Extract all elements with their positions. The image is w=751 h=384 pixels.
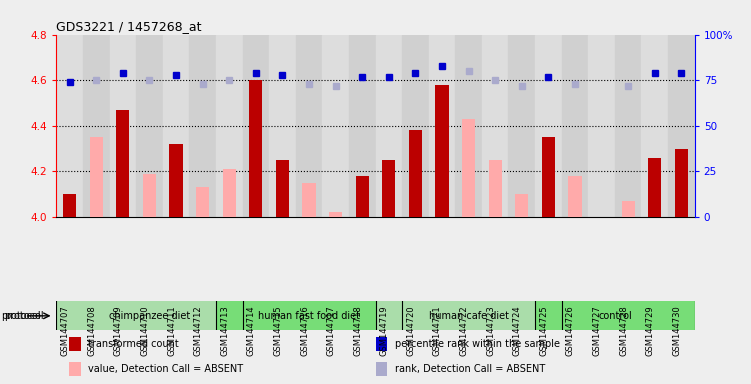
Text: GSM144723: GSM144723 xyxy=(486,306,495,356)
Bar xyxy=(588,35,615,217)
Bar xyxy=(196,187,210,217)
Bar xyxy=(170,144,182,217)
Bar xyxy=(143,174,156,217)
Text: transformed count: transformed count xyxy=(89,339,179,349)
Bar xyxy=(249,80,262,217)
Text: human fast food diet: human fast food diet xyxy=(258,311,360,321)
Text: GSM144730: GSM144730 xyxy=(672,306,681,356)
Bar xyxy=(674,149,688,217)
Text: GSM144729: GSM144729 xyxy=(646,306,655,356)
Bar xyxy=(376,362,387,376)
Text: protocol: protocol xyxy=(1,311,41,321)
Bar xyxy=(269,35,296,217)
Text: GSM144717: GSM144717 xyxy=(327,306,336,356)
Text: human cafe diet: human cafe diet xyxy=(429,311,508,321)
Bar xyxy=(136,35,163,217)
Bar xyxy=(508,35,535,217)
Bar xyxy=(296,35,322,217)
Text: GSM144712: GSM144712 xyxy=(194,306,203,356)
Bar xyxy=(349,35,376,217)
Bar xyxy=(455,35,482,217)
Text: GSM144728: GSM144728 xyxy=(619,306,628,356)
Text: GSM144708: GSM144708 xyxy=(87,306,96,356)
Bar xyxy=(243,35,269,217)
Bar xyxy=(535,35,562,217)
Text: GSM144721: GSM144721 xyxy=(433,306,442,356)
Bar xyxy=(641,35,668,217)
Text: value, Detection Call = ABSENT: value, Detection Call = ABSENT xyxy=(89,364,243,374)
Bar xyxy=(515,194,529,217)
Bar xyxy=(615,35,641,217)
Bar xyxy=(569,176,581,217)
Bar xyxy=(110,35,136,217)
Bar xyxy=(409,130,422,217)
Text: GSM144716: GSM144716 xyxy=(300,306,309,356)
Bar xyxy=(462,119,475,217)
Bar xyxy=(116,110,129,217)
Bar xyxy=(56,301,243,330)
Text: GSM144719: GSM144719 xyxy=(380,306,389,356)
Text: GSM144726: GSM144726 xyxy=(566,306,575,356)
Bar xyxy=(482,35,508,217)
Bar xyxy=(648,158,662,217)
Bar xyxy=(163,35,189,217)
Bar xyxy=(382,160,396,217)
Text: GDS3221 / 1457268_at: GDS3221 / 1457268_at xyxy=(56,20,202,33)
Text: GSM144722: GSM144722 xyxy=(460,306,469,356)
Bar xyxy=(376,337,387,351)
Bar xyxy=(329,212,342,217)
Text: GSM144711: GSM144711 xyxy=(167,306,176,356)
Bar xyxy=(376,301,562,330)
Bar xyxy=(222,169,236,217)
Text: GSM144720: GSM144720 xyxy=(406,306,415,356)
Text: control: control xyxy=(598,311,632,321)
Bar xyxy=(668,35,695,217)
Bar xyxy=(89,137,103,217)
Text: protocol: protocol xyxy=(4,311,44,321)
Bar xyxy=(436,85,448,217)
Bar xyxy=(83,35,110,217)
Bar xyxy=(276,160,289,217)
Bar xyxy=(69,337,80,351)
Bar xyxy=(216,35,243,217)
Bar xyxy=(216,301,402,330)
Bar xyxy=(69,362,80,376)
Bar xyxy=(56,35,83,217)
Bar xyxy=(429,35,455,217)
Bar xyxy=(535,301,695,330)
Text: percentile rank within the sample: percentile rank within the sample xyxy=(395,339,559,349)
Bar xyxy=(541,137,555,217)
Bar xyxy=(63,194,77,217)
Bar xyxy=(562,35,588,217)
Text: GSM144710: GSM144710 xyxy=(140,306,149,356)
Text: GSM144718: GSM144718 xyxy=(353,306,362,356)
Text: GSM144724: GSM144724 xyxy=(513,306,522,356)
Bar xyxy=(303,183,315,217)
Text: chimpanzee diet: chimpanzee diet xyxy=(109,311,190,321)
Bar xyxy=(189,35,216,217)
Text: GSM144725: GSM144725 xyxy=(539,306,548,356)
Text: GSM144707: GSM144707 xyxy=(61,306,70,356)
Bar xyxy=(322,35,349,217)
Text: GSM144713: GSM144713 xyxy=(220,306,229,356)
Bar xyxy=(355,176,369,217)
Bar xyxy=(376,35,402,217)
Bar xyxy=(402,35,429,217)
Bar xyxy=(489,160,502,217)
Text: GSM144715: GSM144715 xyxy=(273,306,282,356)
Text: rank, Detection Call = ABSENT: rank, Detection Call = ABSENT xyxy=(395,364,545,374)
Text: GSM144727: GSM144727 xyxy=(593,306,602,356)
Text: GSM144709: GSM144709 xyxy=(114,306,123,356)
Text: GSM144714: GSM144714 xyxy=(247,306,256,356)
Bar xyxy=(622,201,635,217)
